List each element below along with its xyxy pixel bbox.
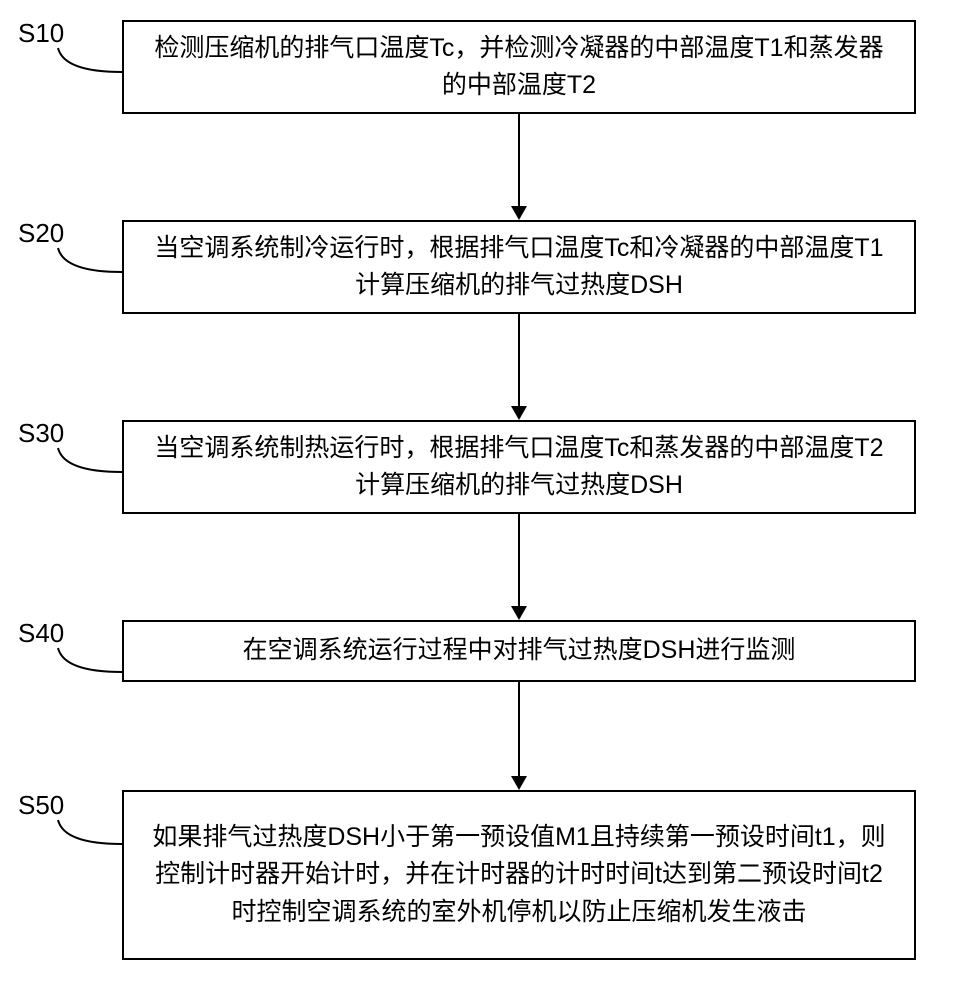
- step-text-s20: 当空调系统制冷运行时，根据排气口温度Tc和冷凝器的中部温度T1计算压缩机的排气过…: [144, 230, 894, 305]
- flowchart-container: S10 检测压缩机的排气口温度Tc，并检测冷凝器的中部温度T1和蒸发器的中部温度…: [0, 0, 964, 1000]
- arrow-line-4: [518, 682, 520, 776]
- connector-s50: [46, 816, 126, 856]
- arrow-head-4: [511, 776, 527, 790]
- step-text-s30: 当空调系统制热运行时，根据排气口温度Tc和蒸发器的中部温度T2计算压缩机的排气过…: [144, 430, 894, 505]
- arrow-head-1: [511, 206, 527, 220]
- arrow-line-1: [518, 114, 520, 206]
- connector-s30: [46, 444, 126, 484]
- step-text-s40: 在空调系统运行过程中对排气过热度DSH进行监测: [243, 632, 796, 670]
- step-box-s20: 当空调系统制冷运行时，根据排气口温度Tc和冷凝器的中部温度T1计算压缩机的排气过…: [122, 220, 916, 314]
- step-box-s50: 如果排气过热度DSH小于第一预设值M1且持续第一预设时间t1，则控制计时器开始计…: [122, 790, 916, 960]
- arrow-line-2: [518, 314, 520, 406]
- arrow-head-2: [511, 406, 527, 420]
- step-box-s40: 在空调系统运行过程中对排气过热度DSH进行监测: [122, 620, 916, 682]
- step-text-s10: 检测压缩机的排气口温度Tc，并检测冷凝器的中部温度T1和蒸发器的中部温度T2: [144, 30, 894, 105]
- connector-s10: [46, 44, 126, 84]
- arrow-head-3: [511, 606, 527, 620]
- connector-s40: [46, 644, 126, 684]
- step-box-s10: 检测压缩机的排气口温度Tc，并检测冷凝器的中部温度T1和蒸发器的中部温度T2: [122, 20, 916, 114]
- connector-s20: [46, 244, 126, 284]
- arrow-line-3: [518, 514, 520, 606]
- step-box-s30: 当空调系统制热运行时，根据排气口温度Tc和蒸发器的中部温度T2计算压缩机的排气过…: [122, 420, 916, 514]
- step-text-s50: 如果排气过热度DSH小于第一预设值M1且持续第一预设时间t1，则控制计时器开始计…: [144, 819, 894, 932]
